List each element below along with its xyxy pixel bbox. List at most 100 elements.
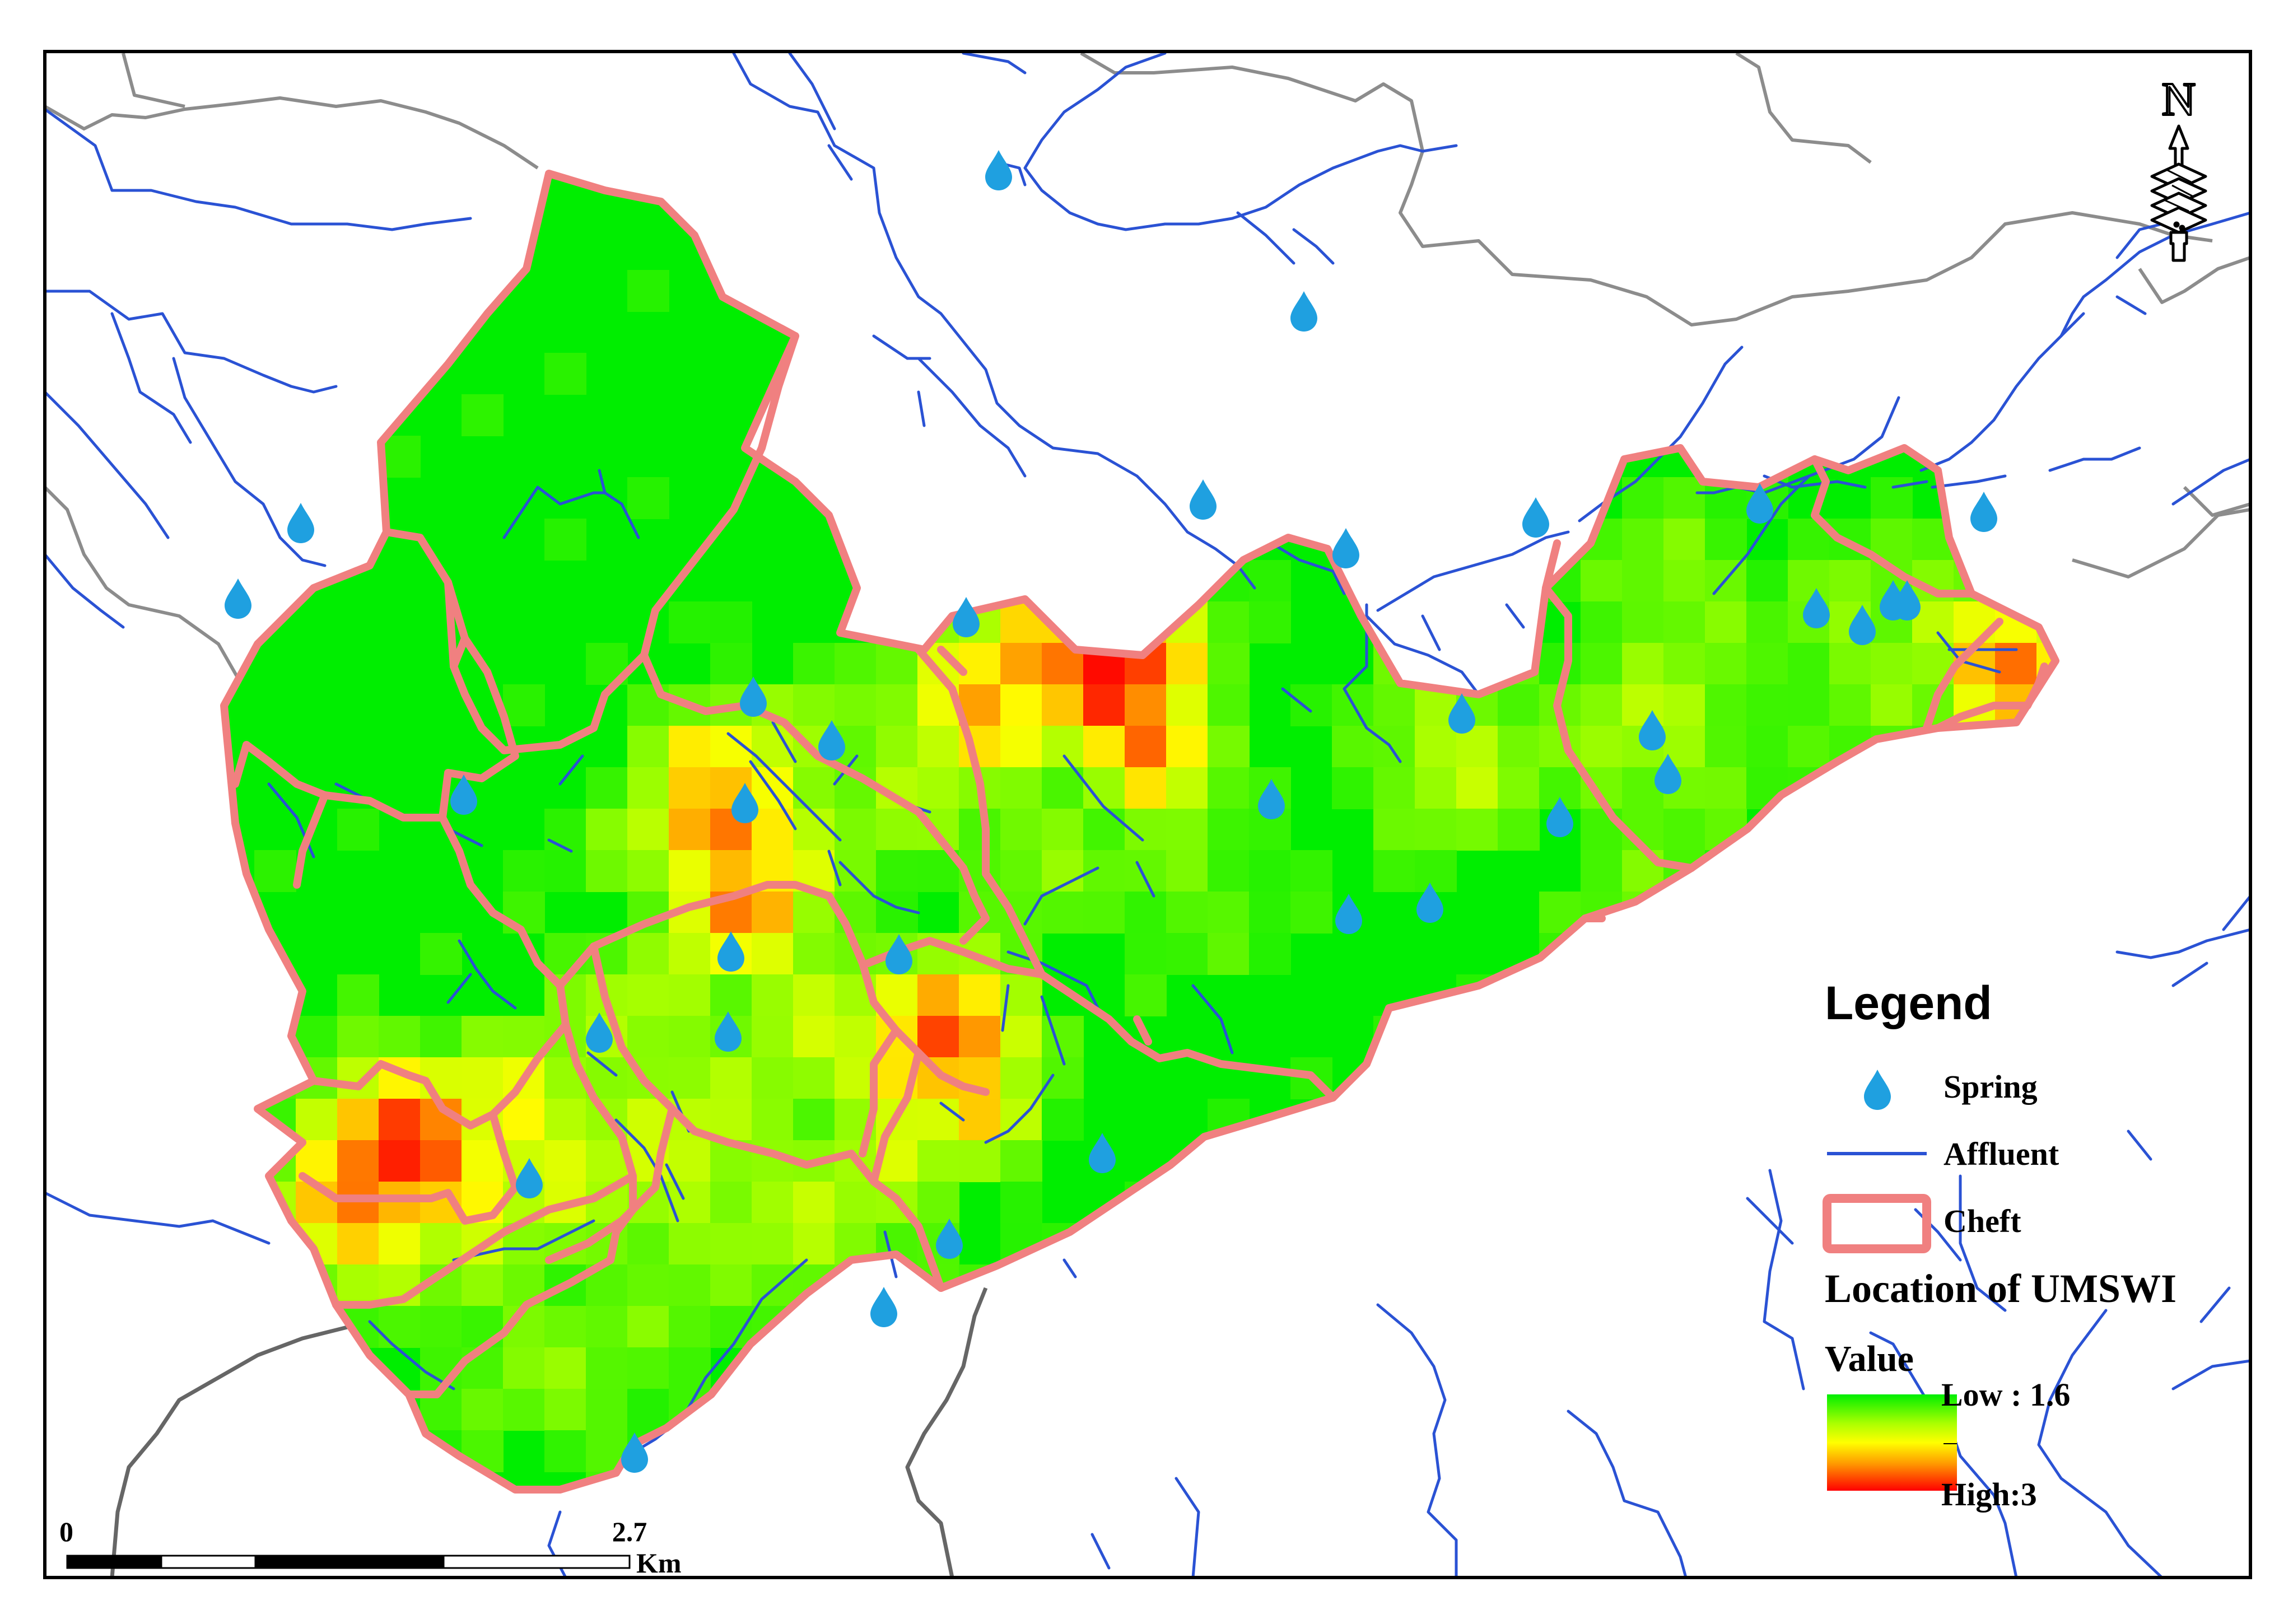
raster-cell <box>337 1182 379 1224</box>
raster-cell <box>710 643 752 685</box>
raster-cell <box>876 850 918 892</box>
raster-cell <box>379 1099 421 1141</box>
raster-cell <box>1000 1057 1042 1099</box>
raster-cell <box>503 684 545 726</box>
raster-cell <box>1290 850 1332 892</box>
raster-cell <box>544 519 586 561</box>
raster-cell <box>793 1223 835 1265</box>
raster-cell <box>710 1182 752 1224</box>
raster-cell <box>462 1057 504 1099</box>
raster-cell <box>1208 601 1250 643</box>
raster-cell <box>1746 560 1788 602</box>
raster-cell <box>1042 1016 1084 1058</box>
north-arrow-label: N <box>2162 73 2196 125</box>
raster-cell <box>1829 643 1871 685</box>
legend-label-affluent: Affluent <box>1944 1136 2059 1172</box>
legend-label-spring: Spring <box>1944 1068 2038 1105</box>
raster-cell <box>627 726 669 768</box>
raster-cell <box>503 1016 545 1058</box>
raster-cell <box>876 809 918 851</box>
raster-cell <box>835 1057 877 1099</box>
raster-cell <box>1622 560 1664 602</box>
raster-cell <box>1000 850 1042 892</box>
raster-cell <box>835 684 877 726</box>
raster-cell <box>1705 643 1747 685</box>
raster-cell <box>337 809 379 851</box>
raster-cell <box>1663 519 1705 561</box>
raster-cell <box>1125 974 1167 1016</box>
raster-cell <box>627 1264 669 1306</box>
raster-cell <box>1829 560 1871 602</box>
raster-cell <box>917 1182 959 1224</box>
raster-cell <box>793 643 835 685</box>
raster-cell <box>544 1389 586 1431</box>
raster-cell <box>1788 643 1830 685</box>
raster-cell <box>1166 643 1208 685</box>
raster-cell <box>1415 767 1457 809</box>
raster-cell <box>1581 850 1623 892</box>
raster-cell <box>1871 643 1913 685</box>
raster-cell <box>793 1182 835 1224</box>
raster-cell <box>835 1182 877 1224</box>
raster-cell <box>959 1140 1001 1182</box>
raster-cell <box>627 809 669 851</box>
raster-cell <box>669 850 711 892</box>
scale-bar-unit: Km <box>636 1547 682 1579</box>
raster-cell <box>503 1389 545 1431</box>
raster-cell <box>586 850 628 892</box>
raster-cell <box>420 1306 462 1348</box>
raster-cell <box>1332 767 1374 809</box>
raster-cell <box>959 974 1001 1016</box>
raster-cell <box>1208 767 1250 809</box>
raster-cell <box>1083 684 1125 726</box>
raster-cell <box>669 1016 711 1058</box>
raster-cell <box>1622 519 1664 561</box>
raster-cell <box>959 1099 1001 1141</box>
raster-cell <box>1705 726 1747 768</box>
raster-cell <box>1166 684 1208 726</box>
raster-cell <box>503 850 545 892</box>
raster-cell <box>1498 767 1540 809</box>
raster-cell <box>379 1223 421 1265</box>
scale-bar-start-label: 0 <box>59 1516 73 1547</box>
raster-cell <box>420 1223 462 1265</box>
raster-cell <box>1125 850 1167 892</box>
raster-cell <box>669 1223 711 1265</box>
raster-cell <box>1000 1182 1042 1224</box>
raster-cell <box>586 809 628 851</box>
raster-cell <box>544 1430 586 1472</box>
raster-cell <box>379 1016 421 1058</box>
raster-cell <box>793 767 835 809</box>
raster-cell <box>669 726 711 768</box>
raster-cell <box>1373 809 1415 851</box>
raster-cell <box>1249 850 1291 892</box>
raster-cell <box>917 1099 959 1141</box>
raster-cell <box>793 1057 835 1099</box>
raster-cell <box>876 726 918 768</box>
raster-cell <box>1042 726 1084 768</box>
raster-cell <box>337 1264 379 1306</box>
legend-title: Legend <box>1825 977 1992 1029</box>
raster-cell <box>337 1016 379 1058</box>
raster-cell <box>1208 892 1250 934</box>
raster-cell <box>462 1389 504 1431</box>
raster-cell <box>1871 477 1913 519</box>
raster-cell <box>1208 850 1250 892</box>
raster-cell <box>586 1389 628 1431</box>
raster-cell <box>1125 933 1167 975</box>
raster-cell <box>1249 933 1291 975</box>
raster-cell <box>1042 892 1084 934</box>
raster-cell <box>876 684 918 726</box>
raster-cell <box>1208 933 1250 975</box>
raster-cell <box>917 1140 959 1182</box>
raster-cell <box>1871 684 1913 726</box>
raster-cell <box>793 974 835 1016</box>
raster-cell <box>752 1182 794 1224</box>
raster-cell <box>586 1347 628 1389</box>
raster-cell <box>710 1264 752 1306</box>
raster-cell <box>710 850 752 892</box>
raster-cell <box>296 1099 338 1141</box>
raster-cell <box>1249 560 1291 602</box>
raster-cell <box>669 809 711 851</box>
